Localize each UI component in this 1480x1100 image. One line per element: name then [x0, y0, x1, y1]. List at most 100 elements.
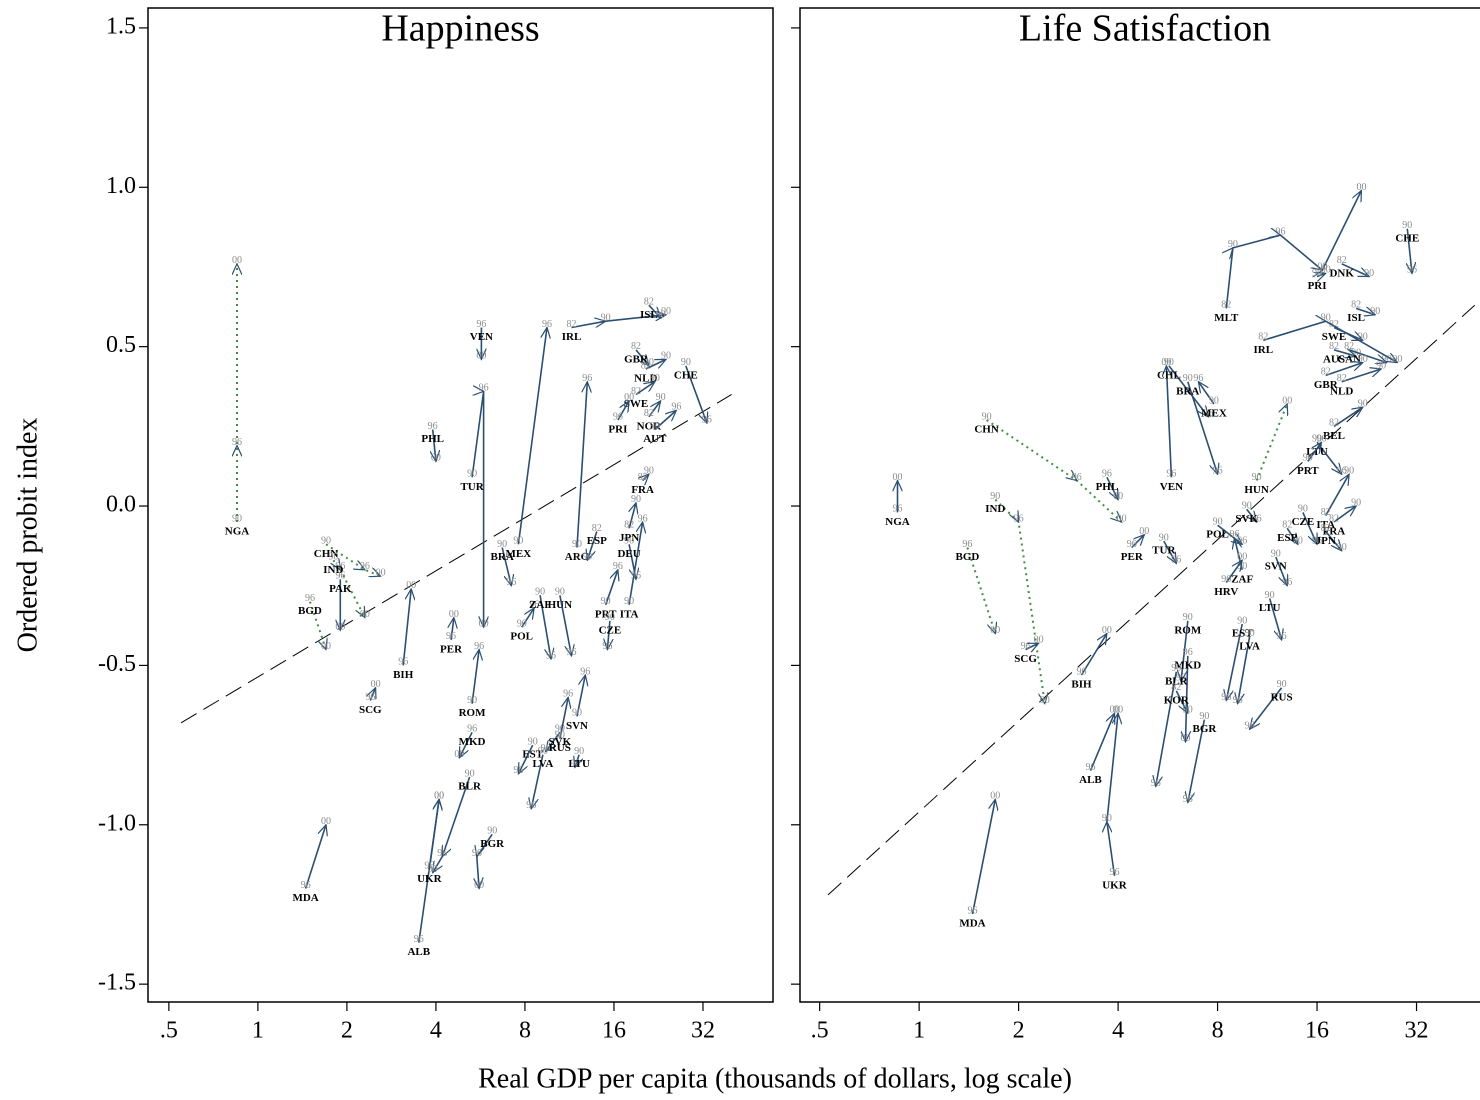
country-path	[1341, 369, 1381, 383]
country-label: BIH	[1071, 679, 1092, 691]
wave-year: 96	[1183, 647, 1193, 658]
country-path	[617, 401, 629, 421]
wave-year: 96	[513, 765, 523, 776]
wave-year: 90	[1213, 516, 1223, 527]
country-path	[629, 503, 636, 529]
country-label: GBR	[1314, 379, 1339, 391]
country-label: SWE	[624, 398, 648, 410]
wave-year: 96	[335, 561, 345, 572]
wave-year: 90	[528, 736, 538, 747]
country-path	[539, 595, 551, 659]
country-label: FRA	[631, 484, 654, 496]
country-label: VEN	[470, 331, 493, 343]
wave-year: 90	[328, 552, 338, 563]
country-label: BGR	[480, 838, 505, 850]
wave-year: 90	[572, 539, 582, 550]
country-path	[1238, 636, 1251, 704]
country-label: CHN	[314, 548, 339, 560]
country-label: BEL	[1323, 430, 1345, 442]
country-label: MKD	[459, 736, 486, 748]
wave-year: 90	[1164, 357, 1174, 368]
wave-year: 00	[1282, 395, 1292, 406]
wave-year: 90	[1358, 354, 1368, 365]
country-path	[1255, 404, 1288, 481]
country-label: ITA	[1316, 519, 1335, 531]
country-path	[309, 601, 326, 650]
plot-area: 9600NGA9600MDA969000UKR9600ALB9600BGD909…	[827, 182, 1476, 930]
country-label: IRL	[1253, 344, 1273, 356]
country-path	[1107, 713, 1118, 876]
wave-year: 90	[1237, 615, 1247, 626]
wave-year: 96	[472, 848, 482, 859]
wave-year: 90	[1402, 220, 1412, 231]
wave-year: 82	[1351, 300, 1361, 311]
wave-year: 82	[1321, 523, 1331, 534]
country-label: KOR	[1164, 694, 1190, 706]
wave-year: 90	[650, 421, 660, 432]
wave-year: 96	[1312, 536, 1322, 547]
wave-year: 90	[1312, 434, 1322, 445]
wave-year: 82	[1337, 373, 1347, 384]
wave-year: 96	[398, 657, 408, 668]
wave-year: 82	[1344, 341, 1354, 352]
country-label: PRT	[1297, 465, 1319, 477]
country-label: JPN	[619, 532, 639, 544]
wave-year: 00	[1117, 513, 1127, 524]
country-path	[576, 675, 585, 717]
wave-year: 96	[702, 414, 712, 425]
wave-year: 82	[1282, 520, 1292, 531]
wave-year: 90	[1351, 497, 1361, 508]
wave-year: 00	[1102, 625, 1112, 636]
wave-year: 90	[1228, 239, 1238, 250]
wave-year: 96	[1252, 513, 1262, 524]
country-label: AUT	[643, 433, 667, 445]
country-path	[654, 410, 676, 431]
wave-year: 90	[1237, 561, 1247, 572]
x-tick-label: .5	[160, 1018, 178, 1044]
wave-year: 96	[476, 319, 486, 330]
country-path	[517, 328, 547, 545]
wave-year: 96	[1166, 469, 1176, 480]
x-tick-label: 1	[252, 1018, 264, 1044]
wave-year: 90	[582, 552, 592, 563]
wave-year: 96	[542, 319, 552, 330]
country-path	[477, 833, 493, 888]
country-path	[1325, 474, 1349, 516]
country-label: MDA	[292, 892, 318, 904]
wave-year: 82	[1329, 513, 1339, 524]
plot-frame	[147, 7, 774, 1003]
country-label: NGA	[225, 526, 250, 538]
country-path	[1247, 508, 1257, 522]
country-label: LVA	[532, 758, 553, 770]
wave-year: 96	[1221, 692, 1231, 703]
country-path	[1156, 671, 1178, 787]
country-label: BGD	[298, 605, 322, 617]
x-tick-label: 2	[341, 1018, 353, 1044]
country-label: MDA	[959, 918, 985, 930]
country-label: MEX	[1201, 408, 1227, 420]
plot-frame	[799, 7, 1480, 1003]
wave-year: 90	[624, 596, 634, 607]
country-label: ROM	[1174, 624, 1202, 636]
country-path	[1250, 687, 1283, 730]
wave-year: 96	[580, 666, 590, 677]
wave-year: 96	[567, 647, 577, 658]
wave-year: 90	[232, 513, 242, 524]
country-label: EST	[522, 749, 543, 761]
country-path	[1325, 363, 1363, 377]
country-label: ESP	[1277, 532, 1297, 544]
wave-year: 90	[1183, 612, 1193, 623]
country-path	[1080, 634, 1107, 676]
country-label: IND	[985, 503, 1005, 515]
wave-year: 00	[1034, 634, 1044, 645]
country-path	[1302, 512, 1318, 544]
country-path	[433, 429, 436, 462]
country-label: UKR	[417, 873, 443, 885]
wave-year: 82	[1171, 682, 1181, 693]
wave-year: 96	[424, 861, 434, 872]
country-path	[517, 744, 534, 774]
wave-year: 96	[1183, 794, 1193, 805]
country-label: EST	[1232, 628, 1253, 640]
country-path	[1341, 263, 1369, 278]
wave-year: 96	[671, 402, 681, 413]
